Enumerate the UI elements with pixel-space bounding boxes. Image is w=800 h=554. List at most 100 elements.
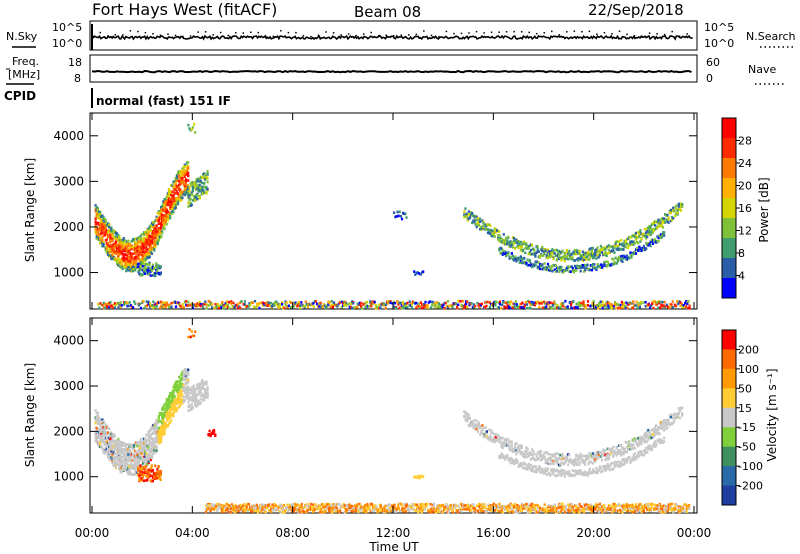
echo-cell (165, 208, 168, 211)
echo-cell (198, 301, 201, 304)
echo-cell (136, 444, 139, 448)
echo-cell (292, 507, 296, 511)
echo-cell (279, 511, 282, 514)
echo-cell (118, 239, 121, 243)
echo-cell (318, 505, 322, 508)
echo-cell (446, 305, 450, 309)
echo-cell (261, 301, 264, 305)
echo-cell (281, 302, 284, 306)
echo-cell (360, 305, 363, 308)
echo-cell (151, 303, 154, 307)
echo-cell (389, 300, 392, 303)
echo-cell (221, 506, 224, 510)
echo-cell (130, 247, 133, 251)
echo-cell (278, 303, 281, 306)
echo-cell (183, 389, 186, 393)
echo-cell (206, 187, 209, 191)
echo-cell (248, 302, 251, 305)
echo-cell (119, 249, 122, 253)
echo-cell (529, 253, 532, 256)
echo-cell (131, 454, 134, 457)
echo-cell (183, 191, 186, 194)
nsearch-point (588, 30, 591, 33)
echo-cell (131, 252, 134, 256)
echo-cell (94, 409, 97, 412)
echo-cell (649, 244, 652, 248)
echo-cell (121, 243, 124, 246)
echo-cell (632, 300, 635, 303)
echo-cell (143, 444, 146, 447)
echo-cell (624, 239, 627, 243)
echo-cell (117, 459, 120, 462)
echo-cell (148, 475, 151, 478)
echo-cell (102, 241, 105, 244)
nave-tick-bottom: 0 (706, 72, 713, 85)
echo-cell (198, 177, 201, 181)
echo-cell (513, 257, 516, 260)
echo-cell (99, 237, 102, 241)
echo-cell (175, 179, 178, 183)
echo-cell (146, 269, 149, 272)
echo-cell (135, 463, 138, 466)
echo-cell (199, 388, 202, 391)
echo-cell (179, 183, 182, 186)
echo-cell (105, 238, 108, 241)
echo-cell (183, 376, 186, 380)
echo-cell (183, 189, 186, 193)
echo-cell (253, 299, 257, 303)
echo-cell (196, 399, 199, 403)
echo-cell (161, 230, 164, 233)
echo-cell (176, 393, 180, 396)
echo-cell (119, 458, 122, 461)
echo-cell (345, 303, 348, 307)
echo-cell (146, 253, 149, 256)
echo-cell (144, 240, 147, 244)
echo-cell (96, 414, 99, 417)
echo-cell (122, 255, 125, 258)
nsearch-point (265, 35, 267, 38)
echo-cell (112, 450, 115, 453)
echo-cell (493, 300, 496, 304)
echo-cell (147, 266, 150, 269)
echo-cell (135, 266, 138, 270)
echo-cell (568, 265, 571, 269)
echo-cell (651, 302, 654, 305)
echo-cell (187, 123, 190, 127)
echo-cell (154, 451, 157, 454)
echo-cell (651, 242, 655, 245)
echo-cell (173, 192, 176, 195)
echo-cell (211, 432, 215, 435)
echo-cell (182, 383, 185, 387)
echo-cell (170, 204, 173, 207)
echo-cell (571, 306, 574, 310)
echo-cell (243, 502, 246, 506)
echo-cell (303, 510, 306, 514)
echo-cell (153, 305, 156, 309)
echo-cell (139, 464, 142, 467)
echo-cell (268, 304, 271, 308)
nsearch-point (393, 35, 395, 37)
echo-cell (198, 384, 201, 388)
echo-cell (571, 256, 574, 260)
echo-cell (126, 301, 129, 305)
echo-cell (110, 431, 113, 434)
echo-cell (155, 303, 158, 306)
beam-label: Beam 08 (354, 3, 421, 21)
echo-cell (164, 206, 167, 210)
echo-cell (139, 306, 143, 310)
echo-cell (157, 426, 160, 430)
echo-cell (143, 272, 147, 275)
echo-cell (245, 506, 248, 510)
echo-cell (155, 224, 158, 227)
echo-cell (196, 193, 199, 197)
echo-cell (170, 403, 173, 407)
echo-cell (99, 241, 102, 245)
echo-cell (156, 242, 159, 246)
echo-cell (104, 436, 107, 440)
echo-cell (301, 509, 305, 512)
echo-cell (145, 245, 148, 248)
echo-cell (569, 255, 572, 258)
echo-cell (154, 245, 157, 249)
echo-cell (517, 256, 520, 260)
echo-cell (234, 503, 237, 507)
